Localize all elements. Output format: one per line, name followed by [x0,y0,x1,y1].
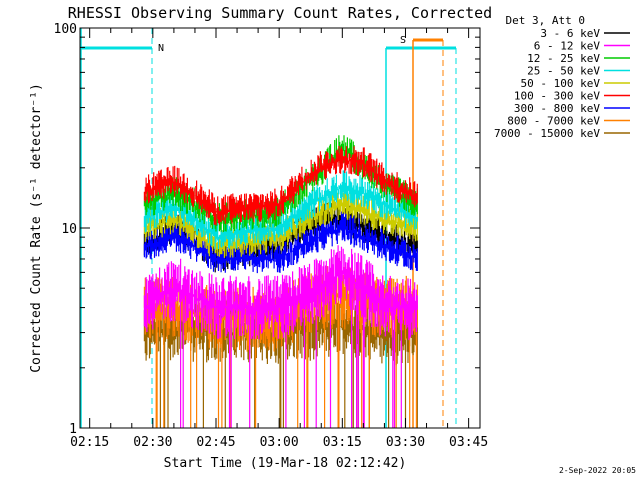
x-tick-label: 03:15 [323,435,362,450]
series-6 [143,211,418,274]
x-tick-label: 02:30 [133,435,172,450]
series-line [143,189,418,258]
x-axis: 02:15 02:30 02:45 03:00 03:15 03:30 03:45 [70,28,488,450]
night-label: N [158,43,164,54]
y-tick-label: 10 [61,222,77,237]
series-5 [143,146,418,226]
plot-area: NS [80,28,457,428]
legend-label: 800 - 7000 keV [507,115,600,128]
x-tick-label: 03:30 [386,435,425,450]
series-line [143,146,418,226]
legend-label: 50 - 100 keV [521,77,601,90]
legend-label: 25 - 50 keV [527,65,600,78]
legend-label: 12 - 25 keV [527,52,600,65]
legend-label: 3 - 6 keV [540,27,600,40]
saa-label: S [400,35,406,46]
legend-header: Det 3, Att 0 [506,14,585,27]
legend-label: 7000 - 15000 keV [494,127,600,140]
legend-label: 100 - 300 keV [514,90,600,103]
y-tick-label: 100 [54,22,77,37]
x-tick-label: 02:15 [70,435,109,450]
series-1 [143,245,418,428]
y-axis: 1 10 100 [54,22,480,437]
series-line [143,245,418,428]
series-4 [143,189,418,258]
series-line [143,211,418,274]
x-tick-label: 02:45 [196,435,235,450]
x-tick-label: 03:45 [449,435,488,450]
legend-label: 300 - 800 keV [514,102,600,115]
legend-label: 6 - 12 keV [534,40,601,53]
series-line [143,170,418,250]
footer-date: 2-Sep-2022 20:05 [559,466,636,475]
series-3 [143,170,418,250]
y-tick-label: 1 [69,422,77,437]
chart-title: RHESSI Observing Summary Count Rates, Co… [68,4,492,22]
y-axis-label: Corrected Count Rate (s⁻¹ detector⁻¹) [29,83,44,373]
x-axis-label: Start Time (19-Mar-18 02:12:42) [164,456,407,471]
x-tick-label: 03:00 [260,435,299,450]
